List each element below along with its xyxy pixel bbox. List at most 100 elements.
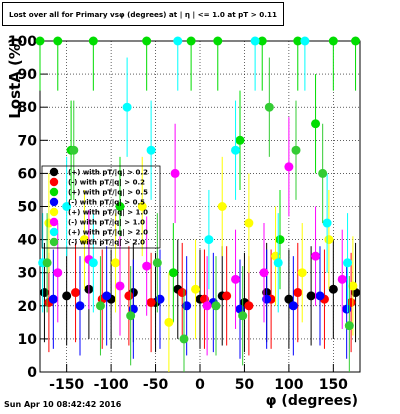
data-point [300, 36, 310, 46]
data-point [244, 218, 254, 228]
data-point [53, 268, 63, 278]
legend-marker [49, 167, 59, 177]
data-point [170, 168, 180, 178]
y-tick-label: 20 [18, 299, 38, 315]
y-tick-label: 40 [18, 233, 38, 249]
data-point [293, 288, 303, 298]
data-point [318, 168, 328, 178]
legend-marker [49, 187, 59, 197]
legend-label: (+) with pT/|q| > 1.0 [68, 209, 148, 218]
data-point [62, 202, 72, 211]
data-point [111, 258, 121, 268]
legend-marker [49, 217, 59, 227]
data-point [179, 334, 189, 344]
data-point [191, 284, 201, 294]
data-point [250, 36, 260, 46]
data-point [257, 36, 267, 46]
data-point [213, 36, 223, 46]
series-5 [53, 117, 347, 356]
data-point [328, 284, 338, 294]
data-point [297, 268, 307, 278]
data-point [126, 311, 136, 321]
data-point [42, 258, 52, 268]
data-point [311, 119, 321, 129]
data-point [53, 36, 63, 46]
data-point [337, 274, 347, 284]
chart-title: Lost over all for Primary vsφ (degrees) … [2, 2, 284, 26]
data-point [177, 288, 187, 298]
legend-label: (-) with pT/|q| > 0.5 [68, 199, 145, 208]
data-point [164, 317, 174, 327]
y-tick-label: 10 [18, 332, 38, 348]
data-point [293, 36, 303, 46]
data-point [137, 202, 147, 211]
legend-box [41, 165, 161, 249]
axis-ticks: 0 10 20 30 40 50 60 70 80 90 100 -150 -100 -50 0 50 100 1… [8, 34, 348, 393]
data-point [102, 291, 112, 301]
y-tick-label: 90 [18, 67, 38, 83]
data-point [152, 258, 162, 268]
data-point [351, 36, 361, 46]
data-point [322, 218, 332, 228]
data-point [275, 235, 285, 245]
x-tick-label: 50 [235, 377, 255, 393]
legend-marker [49, 237, 59, 247]
data-point [35, 36, 45, 46]
y-tick-label: 0 [27, 365, 37, 381]
data-point [142, 261, 152, 271]
data-point [173, 36, 183, 46]
data-point [291, 145, 301, 155]
data-point [231, 274, 241, 284]
y-axis-label: LostA (%) [6, 37, 24, 119]
data-point [328, 36, 338, 46]
data-point [95, 301, 105, 311]
y-tick-label: 50 [18, 200, 38, 216]
x-tick-label: 0 [195, 377, 205, 393]
data-point [238, 311, 248, 321]
data-point [264, 102, 274, 112]
legend-label: (+) with pT/|q| > 0.2 [68, 169, 148, 178]
data-point [124, 291, 134, 301]
data-point [311, 251, 321, 261]
data-point [115, 202, 125, 211]
y-tick-label: 100 [8, 34, 37, 50]
data-point [315, 291, 325, 301]
data-point [75, 301, 85, 311]
y-tick-label: 60 [18, 166, 38, 182]
x-tick-label: 150 [319, 377, 348, 393]
data-point [69, 145, 79, 155]
data-point [231, 145, 241, 155]
data-point [324, 235, 334, 245]
data-point [211, 301, 221, 311]
x-tick-label: -100 [94, 377, 129, 393]
legend-label: (-) with pT/|q| > 0.2 [68, 179, 145, 188]
legend-label: (+) with pT/|q| > 2.0 [68, 229, 148, 238]
data-point [284, 162, 294, 172]
data-point [142, 36, 152, 46]
data-point [344, 321, 354, 331]
data-point [79, 235, 89, 245]
data-point [186, 36, 196, 46]
x-axis-label: φ (degrees) [266, 393, 358, 409]
data-point [217, 202, 227, 211]
legend: (+) with pT/|q| > 0.2(-) with pT/|q| > 0… [41, 165, 161, 249]
x-tick-label: 100 [274, 377, 303, 393]
data-point [222, 291, 232, 301]
data-point [122, 102, 132, 112]
data-point [284, 294, 294, 304]
legend-label: (-) with pT/|q| > 2.0 [68, 239, 145, 248]
series-4 [44, 156, 358, 372]
data-point [62, 291, 72, 301]
x-tick-label: -150 [49, 377, 84, 393]
data-point [235, 135, 245, 145]
data-point [244, 301, 254, 311]
data-point [273, 258, 283, 268]
data-point [48, 294, 58, 304]
legend-marker [49, 197, 59, 207]
legend-label: (-) with pT/|q| > 1.0 [68, 219, 145, 228]
timestamp: Sun Apr 10 08:42:42 2016 [4, 400, 122, 409]
y-tick-label: 70 [18, 133, 38, 149]
legend-marker [49, 207, 59, 217]
data-point [348, 281, 358, 291]
